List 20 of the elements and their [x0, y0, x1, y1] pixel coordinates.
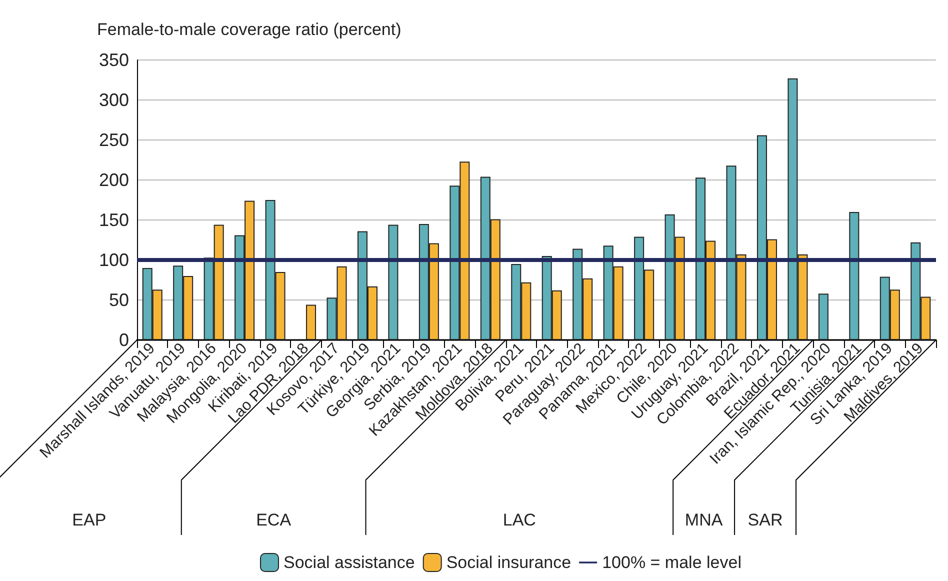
text: SAR — [748, 510, 783, 530]
y-tick-label: 300 — [98, 90, 129, 110]
y-tick-label: 50 — [108, 290, 129, 310]
legend-label: Social insurance — [446, 553, 572, 572]
bar — [849, 212, 860, 340]
bar — [818, 294, 828, 340]
bar — [306, 304, 316, 340]
y-tick-label: 100 — [98, 250, 129, 270]
bar — [388, 224, 398, 340]
text: EAP — [72, 510, 106, 530]
y-tick-label: 200 — [98, 170, 129, 190]
legend-label: Social assistance — [284, 553, 415, 572]
text: ECA — [256, 510, 292, 530]
y-tick-label: 150 — [98, 210, 129, 230]
text: LAC — [502, 510, 536, 530]
y-tick-label: 350 — [98, 50, 129, 70]
text: MNA — [684, 510, 724, 530]
y-tick-label: 250 — [98, 130, 129, 150]
legend-label: 100% = male level — [602, 553, 742, 572]
y-axis-title: Female-to-male coverage ratio (percent) — [97, 20, 402, 39]
